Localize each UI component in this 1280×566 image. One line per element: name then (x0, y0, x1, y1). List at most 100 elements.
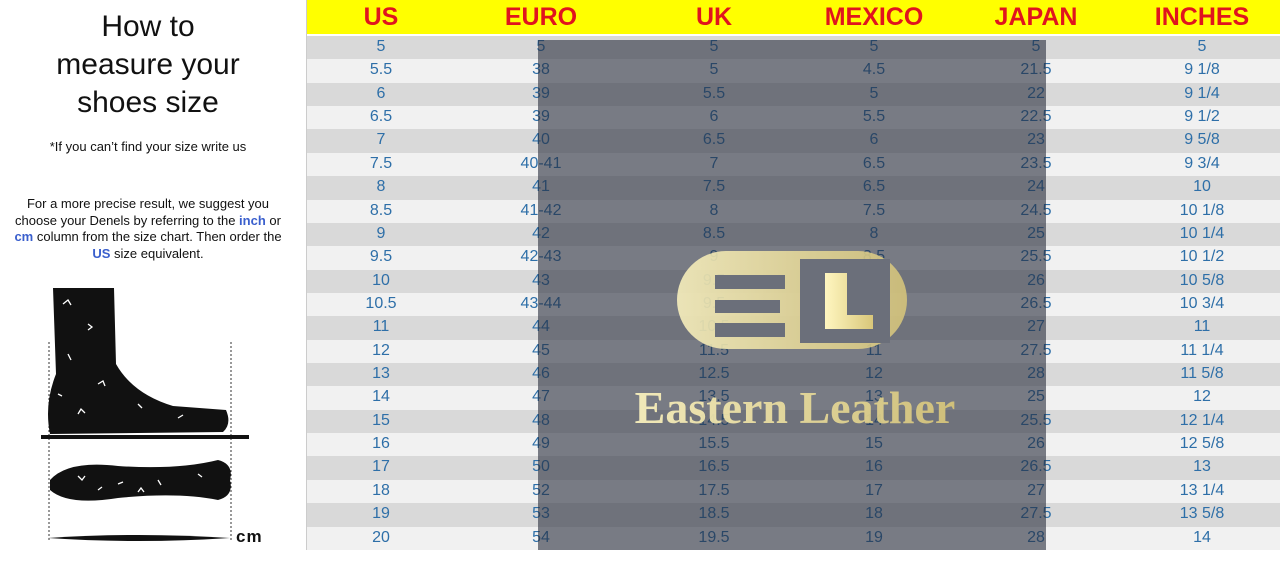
cell-uk: 5 (709, 38, 719, 55)
foot-top-icon (50, 460, 231, 501)
cell-uk: 19.5 (698, 528, 730, 546)
cell-uk: 7 (709, 154, 719, 172)
cell-inches: 9 1/8 (1184, 61, 1220, 79)
cell-inches: 11 1/4 (1180, 341, 1224, 359)
size-note: *If you can’t find your size write us (49, 139, 247, 154)
cell-us: 9.5 (369, 248, 393, 266)
cell-euro: 42 (532, 224, 550, 242)
cell-inches: 14 (1193, 528, 1211, 546)
cell-us: 12 (372, 341, 390, 359)
cell-inches: 5 (1197, 38, 1207, 55)
foot-measure-illustration (41, 288, 249, 542)
title-line: measure your (56, 48, 240, 81)
cell-japan: 27.5 (1020, 341, 1052, 359)
cell-us: 10.5 (365, 294, 397, 312)
cell-euro: 45 (532, 341, 550, 359)
cell-euro: 41 (532, 178, 550, 196)
cell-mexico: 18 (865, 505, 883, 523)
cell-japan: 28 (1027, 365, 1045, 383)
cell-mexico: 8 (869, 224, 879, 242)
table-row: 5.5 38 5 4.5 21.5 9 1/8 (307, 59, 1280, 83)
cell-uk: 17.5 (698, 481, 730, 499)
cell-uk: 9.5 (702, 271, 726, 289)
cell-japan: 26.5 (1020, 458, 1052, 476)
cell-mexico: 5 (869, 84, 879, 102)
table-row: 6 39 5.5 5 22 9 1/4 (307, 82, 1280, 107)
cell-us: 16 (372, 435, 390, 453)
title-line: shoes size (77, 86, 219, 119)
cell-uk: 5 (709, 61, 719, 79)
cell-mexico: 7.5 (862, 201, 886, 219)
cell-mexico: 14 (865, 411, 883, 429)
cell-uk: 12.5 (698, 365, 730, 383)
cell-japan: 27.5 (1020, 505, 1052, 523)
cell-japan: 28 (1027, 528, 1045, 546)
table-row: 10.5 43-44 9.5 9.5 26.5 10 3/4 (307, 292, 1280, 317)
header-mexico: MEXICO (824, 3, 924, 31)
cell-japan: 23 (1027, 131, 1045, 149)
cell-euro: 39 (532, 84, 550, 102)
cell-uk: 15.5 (698, 435, 730, 453)
cell-us: 6 (376, 84, 386, 102)
size-chart-table: US EURO UK MEXICO JAPAN INCHES 5 5 5 5 5 5 5.5 38 5 4.… (306, 0, 1280, 550)
cell-uk: 6.5 (702, 131, 726, 149)
header-inches: INCHES (1154, 3, 1250, 31)
cell-uk: 8.5 (702, 224, 726, 242)
cell-us: 15 (372, 411, 390, 429)
cell-japan: 5 (1031, 38, 1041, 55)
tip-text: size equivalent. (110, 245, 204, 261)
table-row: 8.5 41-42 8 7.5 24.5 10 1/8 (307, 199, 1280, 223)
cell-us: 5.5 (369, 61, 393, 79)
cell-us: 14 (372, 388, 390, 406)
cell-inches: 11 (1193, 318, 1211, 336)
cell-japan: 22 (1027, 84, 1045, 102)
table-row: 15 48 14.5 14 25.5 12 1/4 (307, 409, 1280, 434)
measure-guide-panel: How to measure your shoes size *If you c… (0, 0, 300, 566)
table-row: 17 50 16.5 16 26.5 13 (307, 456, 1280, 480)
cell-us: 5 (376, 38, 386, 55)
cell-us: 10 (372, 271, 390, 289)
cell-inches: 13 (1193, 458, 1211, 476)
cell-uk: 16.5 (698, 458, 730, 476)
table-header: US EURO UK MEXICO JAPAN INCHES (307, 0, 1280, 34)
cell-mexico: 6.5 (862, 154, 886, 172)
cell-japan: 22.5 (1020, 108, 1052, 126)
cell-mexico: 12 (865, 365, 883, 383)
cell-us: 20 (372, 528, 390, 546)
cell-inches: 9 3/4 (1184, 154, 1220, 172)
cell-uk: 5.5 (702, 84, 726, 102)
cell-euro: 44 (532, 318, 550, 336)
cell-euro: 47 (532, 388, 550, 406)
cell-us: 6.5 (369, 108, 393, 126)
cell-inches: 10 1/4 (1179, 224, 1225, 242)
cell-japan: 25.5 (1020, 411, 1052, 429)
cell-uk: 10.5 (698, 318, 730, 336)
cell-us: 19 (372, 505, 390, 523)
table-row: 19 53 18.5 18 27.5 13 5/8 (307, 503, 1280, 527)
cell-euro: 50 (532, 458, 550, 476)
cell-us: 7 (376, 131, 386, 149)
cell-inches: 12 1/4 (1179, 411, 1225, 429)
table-row: 12 45 11.5 11 27.5 11 1/4 (307, 339, 1280, 364)
title-line: How to (101, 10, 195, 43)
cell-inches: 10 5/8 (1179, 271, 1225, 289)
foot-side-icon (48, 288, 229, 434)
cell-inches: 13 1/4 (1179, 481, 1225, 499)
cell-us: 7.5 (369, 154, 393, 172)
header-us: US (363, 3, 399, 31)
table-row: 7 40 6.5 6 23 9 5/8 (307, 129, 1280, 153)
table-row: 9 42 8.5 8 25 10 1/4 (307, 222, 1280, 247)
cell-uk: 18.5 (698, 505, 730, 523)
cell-inches: 12 (1193, 388, 1211, 406)
table-row: 20 54 19.5 19 28 14 (307, 526, 1280, 550)
cell-euro: 43-44 (520, 294, 562, 312)
tip-us: US (92, 245, 111, 261)
cell-mexico: 9 (869, 271, 879, 289)
cell-euro: 41-42 (520, 201, 562, 219)
table-row: 13 46 12.5 12 28 11 5/8 (307, 363, 1280, 387)
cell-us: 11 (372, 318, 390, 336)
cell-inches: 10 1/8 (1179, 201, 1225, 219)
cell-euro: 38 (532, 61, 550, 79)
tip-cm: cm (14, 229, 34, 244)
guide-title: How to measure your shoes size (0, 8, 296, 122)
